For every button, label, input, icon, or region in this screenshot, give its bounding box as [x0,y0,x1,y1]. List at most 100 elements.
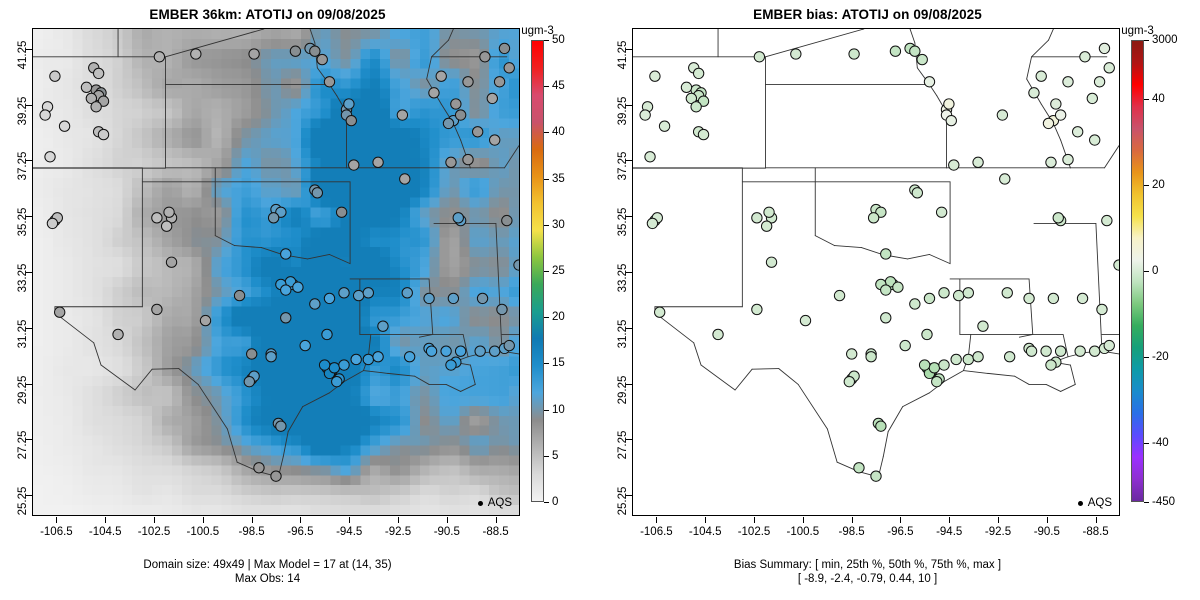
y-tick-label: 37.25 [17,152,29,181]
colorbar-tick-label: 35 [552,172,565,185]
x-tick [105,517,107,523]
y-tick-label: 33.25 [17,263,29,293]
colorbar-tick [1144,99,1149,101]
x-tick [656,517,658,523]
x-tick [251,517,253,523]
x-tick-label: -102.5 [737,526,771,538]
model-raster [33,29,519,515]
y-tick [26,216,32,218]
x-tick-label: -100.5 [186,526,220,538]
colorbar-tick [544,178,549,180]
colorbar-tick [544,224,549,226]
x-tick-label: -96.5 [887,526,914,538]
y-tick-label: 31.25 [617,319,629,349]
y-tick [26,272,32,273]
x-axis-left: -106.5 -104.5 -102.5 -100.5 -98.5 -96.5 -94.5 -… [32,517,520,551]
x-tick [754,517,755,523]
x-tick-label: -96.5 [287,526,314,538]
colorbar-tick-label: -20 [1152,350,1169,363]
colorbar-tick-label: 40 [552,126,565,139]
x-tick-label: -104.5 [88,526,122,538]
legend-aqs-model: AQS [477,497,512,509]
x-tick-label: -102.5 [137,526,171,538]
colorbar-tick [1144,185,1149,187]
colorbar-tick-label: 3000 [1152,34,1178,46]
y-tick [26,160,32,162]
y-tick [626,327,632,329]
y-tick [626,272,632,273]
colorbar-tick-label: 25 [552,265,565,277]
x-tick-label: -92.5 [384,526,412,538]
y-tick-label: 27.25 [617,430,629,460]
y-tick-label: 37.25 [617,152,629,181]
colorbar-tick-label: 5 [552,449,559,462]
colorbar-model-unit: ugm-3 [521,25,554,37]
colorbar-tick [1144,356,1149,358]
x-tick [495,517,497,523]
x-tick [1095,517,1097,523]
map-plot-model: AQS [32,28,520,516]
y-tick [626,439,632,441]
y-tick-label: 35.25 [17,207,29,237]
x-tick-label: -88.5 [482,526,509,538]
colorbar-tick [1144,271,1149,272]
x-tick-label: -90.5 [433,526,460,538]
y-tick [626,216,632,218]
colorbar-tick-label: 30 [552,218,565,231]
colorbar-tick-label: 15 [552,357,565,370]
y-tick-label: 31.25 [17,319,29,349]
y-tick [26,495,32,497]
x-tick [900,517,902,523]
y-tick [626,160,632,162]
x-tick [851,517,853,523]
colorbar-model-strip [531,40,544,502]
colorbar-bias-unit: ugm-3 [1121,25,1154,37]
footer-right: Bias Summary: [ min, 25th %, 50th %, 75t… [600,558,1135,586]
y-tick-label: 39.25 [617,96,629,126]
y-tick-label: 33.25 [617,263,629,293]
x-tick-label: -88.5 [1082,526,1109,538]
legend-aqs-bias: AQS [1077,497,1112,509]
colorbar-tick [544,502,549,503]
y-tick [26,383,32,385]
colorbar-tick-label: 0 [1152,265,1159,277]
y-axis-left: 25.25 27.25 29.25 31.25 33.25 35.25 37.25 39.25… [0,28,32,516]
x-tick-label: -106.5 [40,526,73,538]
y-tick-label: 35.25 [617,207,629,237]
colorbar-tick [544,132,549,134]
colorbar-tick [544,86,549,88]
colorbar-tick [1144,40,1149,41]
colorbar-bias: ugm-3 -450 -40 -20 0 20 40 3000 [1121,25,1177,508]
y-tick [626,48,632,50]
y-tick-label: 41.25 [617,40,629,70]
x-tick [949,517,951,523]
x-tick [349,517,351,523]
colorbar-tick-label: 0 [552,496,559,508]
y-tick [26,439,32,441]
map-plot-bias: AQS [632,28,1120,516]
colorbar-tick-label: -40 [1152,436,1169,449]
legend-aqs-label: AQS [487,497,512,509]
x-tick-label: -90.5 [1033,526,1060,538]
y-tick-label: 29.25 [617,375,629,404]
colorbar-tick [544,40,549,41]
x-tick-label: -94.5 [936,526,963,538]
page-title-left: EMBER 36km: ATOTIJ on 09/08/2025 [149,7,386,22]
colorbar-tick-label: 50 [552,34,565,46]
x-tick [446,517,448,523]
y-tick-label: 27.25 [17,430,29,460]
y-tick [26,48,32,50]
aqs-marker-icon [1077,500,1083,506]
colorbar-tick-label: 20 [552,311,565,324]
y-axis-right: 25.25 27.25 29.25 31.25 33.25 35.25 37.25 39.25… [600,28,632,516]
colorbar-tick-label: 45 [552,80,565,93]
y-tick-label: 39.25 [17,96,29,126]
y-tick [626,383,632,385]
y-tick-label: 25.25 [17,486,29,516]
colorbar-tick [1144,502,1149,503]
colorbar-tick [544,409,549,411]
y-tick [626,495,632,497]
footer-left-line1: Domain size: 49x49 | Max Model = 17 at (… [143,559,392,571]
x-tick [802,517,804,523]
y-tick [26,104,32,106]
